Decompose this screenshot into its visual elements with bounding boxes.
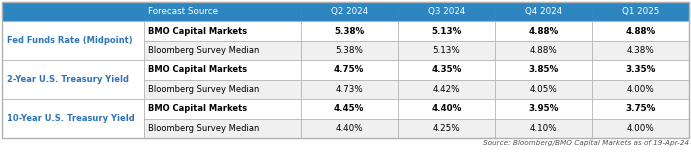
Bar [398, 60, 495, 80]
Text: 4.88%: 4.88% [625, 27, 656, 36]
Text: 4.45%: 4.45% [334, 104, 364, 113]
Bar [144, 80, 301, 99]
Bar [2, 21, 144, 60]
Bar [2, 60, 144, 99]
Text: 10-Year U.S. Treasury Yield: 10-Year U.S. Treasury Yield [7, 114, 135, 123]
Bar [2, 2, 144, 21]
Text: 2-Year U.S. Treasury Yield: 2-Year U.S. Treasury Yield [7, 75, 129, 84]
Text: 3.85%: 3.85% [528, 65, 558, 74]
Text: Q1 2025: Q1 2025 [622, 7, 659, 16]
Text: BMO Capital Markets: BMO Capital Markets [148, 27, 247, 36]
Bar [2, 99, 144, 138]
Bar [592, 60, 689, 80]
Bar [301, 21, 398, 41]
Bar [301, 119, 398, 138]
Text: Q2 2024: Q2 2024 [330, 7, 368, 16]
Text: 4.10%: 4.10% [529, 124, 557, 133]
Bar [592, 2, 689, 21]
Text: 5.13%: 5.13% [431, 27, 462, 36]
Text: BMO Capital Markets: BMO Capital Markets [148, 65, 247, 74]
Text: 4.88%: 4.88% [529, 46, 557, 55]
Bar [592, 41, 689, 60]
Text: 4.25%: 4.25% [433, 124, 460, 133]
Text: 5.38%: 5.38% [335, 46, 363, 55]
Bar [2, 2, 689, 21]
Bar [592, 99, 689, 119]
Bar [495, 99, 592, 119]
Text: Fed Funds Rate (Midpoint): Fed Funds Rate (Midpoint) [7, 36, 133, 45]
Bar [144, 41, 301, 60]
Text: 4.35%: 4.35% [431, 65, 462, 74]
Text: 5.13%: 5.13% [433, 46, 460, 55]
Text: 4.00%: 4.00% [627, 124, 654, 133]
Bar [495, 80, 592, 99]
Text: 4.05%: 4.05% [529, 85, 557, 94]
Bar [495, 21, 592, 41]
Bar [144, 2, 301, 21]
Bar [144, 60, 301, 80]
Bar [398, 21, 495, 41]
Bar [301, 41, 398, 60]
Text: 4.42%: 4.42% [433, 85, 460, 94]
Bar [398, 80, 495, 99]
Bar [495, 2, 592, 21]
Text: 3.75%: 3.75% [625, 104, 656, 113]
Bar [495, 119, 592, 138]
Bar [592, 80, 689, 99]
Text: Forecast Source: Forecast Source [148, 7, 218, 16]
Bar [301, 80, 398, 99]
Text: 4.73%: 4.73% [335, 85, 363, 94]
Text: BMO Capital Markets: BMO Capital Markets [148, 104, 247, 113]
Bar [2, 2, 689, 138]
Bar [301, 60, 398, 80]
Bar [592, 21, 689, 41]
Bar [398, 41, 495, 60]
Text: Bloomberg Survey Median: Bloomberg Survey Median [148, 124, 259, 133]
Bar [495, 60, 592, 80]
Text: Source: Bloomberg/BMO Capital Markets as of 19-Apr-24: Source: Bloomberg/BMO Capital Markets as… [483, 140, 689, 146]
Bar [592, 119, 689, 138]
Text: Bloomberg Survey Median: Bloomberg Survey Median [148, 46, 259, 55]
Text: 4.75%: 4.75% [334, 65, 364, 74]
Text: 4.00%: 4.00% [627, 85, 654, 94]
Bar [144, 99, 301, 119]
Text: Bloomberg Survey Median: Bloomberg Survey Median [148, 85, 259, 94]
Bar [398, 2, 495, 21]
Bar [301, 99, 398, 119]
Text: 3.95%: 3.95% [528, 104, 558, 113]
Text: 5.38%: 5.38% [334, 27, 364, 36]
Bar [301, 2, 398, 21]
Bar [144, 119, 301, 138]
Text: 4.40%: 4.40% [335, 124, 363, 133]
Text: Q3 2024: Q3 2024 [428, 7, 465, 16]
Bar [398, 99, 495, 119]
Text: Q4 2024: Q4 2024 [524, 7, 562, 16]
Text: 3.35%: 3.35% [625, 65, 656, 74]
Bar [495, 41, 592, 60]
Text: 4.38%: 4.38% [627, 46, 654, 55]
Text: 4.88%: 4.88% [528, 27, 558, 36]
Bar [398, 119, 495, 138]
Bar [144, 21, 301, 41]
Text: 4.40%: 4.40% [431, 104, 462, 113]
